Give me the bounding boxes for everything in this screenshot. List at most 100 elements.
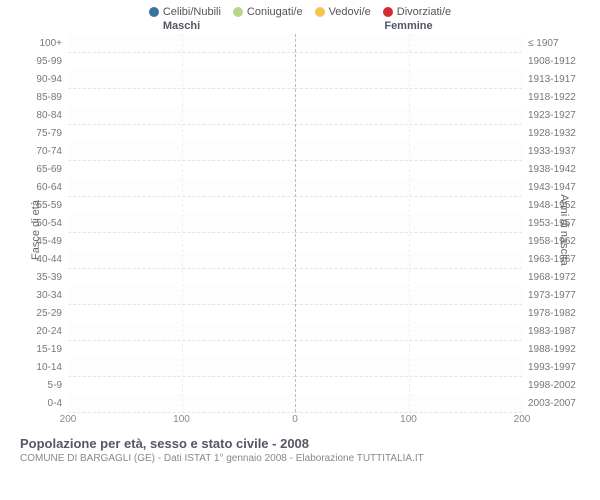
age-label: 25-29 — [20, 308, 68, 319]
female-plot — [295, 52, 522, 71]
x-tick: 100 — [173, 414, 190, 425]
age-row: 85-89 1918-1922 — [20, 88, 580, 106]
birth-label: 1923-1927 — [522, 110, 580, 121]
age-row: 15-191988-1992 — [20, 340, 580, 358]
age-label: 5-9 — [20, 380, 68, 391]
legend-swatch — [315, 7, 325, 17]
column-headers: Maschi Femmine — [20, 20, 580, 34]
male-plot — [68, 70, 295, 89]
age-row: 55-59 1948-1952 — [20, 196, 580, 214]
age-row: 20-24 1983-1987 — [20, 322, 580, 340]
birth-label: 1918-1922 — [522, 92, 580, 103]
birth-label: 1968-1972 — [522, 272, 580, 283]
birth-label: 1908-1912 — [522, 56, 580, 67]
female-plot — [295, 196, 522, 215]
age-row: 65-691938-1942 — [20, 160, 580, 178]
age-row: 5-9 1998-2002 — [20, 376, 580, 394]
legend-swatch — [383, 7, 393, 17]
age-row: 70-741933-1937 — [20, 142, 580, 160]
male-plot — [68, 268, 295, 287]
age-label: 40-44 — [20, 254, 68, 265]
age-row: 60-64 1943-1947 — [20, 178, 580, 196]
legend-item: Divorziati/e — [383, 6, 451, 18]
male-plot — [68, 394, 295, 413]
male-plot — [68, 124, 295, 143]
x-axis: 2001000 100200 — [20, 414, 580, 428]
birth-label: 1983-1987 — [522, 326, 580, 337]
female-plot — [295, 160, 522, 179]
female-plot — [295, 214, 522, 233]
female-plot — [295, 142, 522, 161]
female-plot — [295, 376, 522, 395]
footer-subtitle: COMUNE DI BARGAGLI (GE) - Dati ISTAT 1° … — [20, 453, 580, 464]
female-plot — [295, 322, 522, 341]
male-plot — [68, 286, 295, 305]
legend-label: Celibi/Nubili — [163, 6, 221, 18]
age-label: 20-24 — [20, 326, 68, 337]
female-plot — [295, 250, 522, 269]
male-plot — [68, 160, 295, 179]
age-row: 40-441963-1967 — [20, 250, 580, 268]
x-tick: 200 — [60, 414, 77, 425]
birth-label: 1978-1982 — [522, 308, 580, 319]
legend-swatch — [233, 7, 243, 17]
male-plot — [68, 88, 295, 107]
age-label: 60-64 — [20, 182, 68, 193]
age-row: 90-941913-1917 — [20, 70, 580, 88]
age-label: 35-39 — [20, 272, 68, 283]
age-row: 10-14 1993-1997 — [20, 358, 580, 376]
birth-label: 2003-2007 — [522, 398, 580, 409]
male-plot — [68, 196, 295, 215]
population-pyramid-chart: Maschi Femmine Fasce di età Anni di nasc… — [20, 20, 580, 428]
x-tick: 200 — [514, 414, 531, 425]
age-row: 75-791928-1932 — [20, 124, 580, 142]
header-female: Femmine — [295, 20, 522, 32]
male-plot — [68, 250, 295, 269]
age-label: 65-69 — [20, 164, 68, 175]
male-plot — [68, 142, 295, 161]
age-label: 95-99 — [20, 56, 68, 67]
age-label: 30-34 — [20, 290, 68, 301]
age-label: 90-94 — [20, 74, 68, 85]
male-plot — [68, 178, 295, 197]
birth-label: 1993-1997 — [522, 362, 580, 373]
legend-item: Vedovi/e — [315, 6, 371, 18]
plot-region: Fasce di età Anni di nascita 100+≤ 19079… — [20, 34, 580, 412]
female-plot — [295, 178, 522, 197]
female-plot — [295, 34, 522, 53]
age-label: 10-14 — [20, 362, 68, 373]
footer-title: Popolazione per età, sesso e stato civil… — [20, 436, 580, 451]
birth-label: 1953-1957 — [522, 218, 580, 229]
birth-label: 1948-1952 — [522, 200, 580, 211]
male-plot — [68, 322, 295, 341]
male-plot — [68, 232, 295, 251]
male-plot — [68, 376, 295, 395]
birth-label: 1988-1992 — [522, 344, 580, 355]
legend-label: Divorziati/e — [397, 6, 451, 18]
birth-label: 1998-2002 — [522, 380, 580, 391]
age-row: 30-34 1973-1977 — [20, 286, 580, 304]
age-row: 95-99 1908-1912 — [20, 52, 580, 70]
legend-swatch — [149, 7, 159, 17]
age-label: 85-89 — [20, 92, 68, 103]
legend: Celibi/NubiliConiugati/eVedovi/eDivorzia… — [0, 0, 600, 20]
female-plot — [295, 268, 522, 287]
birth-label: 1943-1947 — [522, 182, 580, 193]
birth-label: 1928-1932 — [522, 128, 580, 139]
female-plot — [295, 232, 522, 251]
age-row: 45-491958-1962 — [20, 232, 580, 250]
female-plot — [295, 304, 522, 323]
age-row: 0-42003-2007 — [20, 394, 580, 412]
male-plot — [68, 34, 295, 53]
age-label: 70-74 — [20, 146, 68, 157]
legend-item: Celibi/Nubili — [149, 6, 221, 18]
age-label: 100+ — [20, 38, 68, 49]
x-tick: 100 — [400, 414, 417, 425]
age-label: 55-59 — [20, 200, 68, 211]
female-plot — [295, 358, 522, 377]
age-row: 25-29 1978-1982 — [20, 304, 580, 322]
header-male: Maschi — [68, 20, 295, 32]
male-plot — [68, 304, 295, 323]
age-row: 80-841923-1927 — [20, 106, 580, 124]
birth-label: 1973-1977 — [522, 290, 580, 301]
